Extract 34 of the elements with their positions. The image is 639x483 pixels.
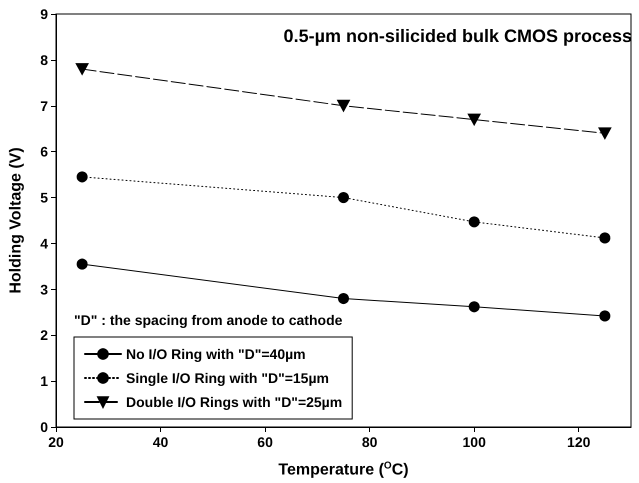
- x-tick-label: 60: [257, 434, 274, 450]
- y-tick-label: 5: [40, 190, 48, 206]
- y-tick-label: 1: [40, 373, 48, 390]
- point: [76, 171, 88, 182]
- y-tick-label: 0: [40, 419, 48, 435]
- y-tick-label: 7: [40, 98, 48, 114]
- legend-label: No I/O Ring with "D"=40µm: [126, 346, 306, 362]
- y-axis-title: Holding Voltage (V): [8, 147, 24, 294]
- x-tick-label: 120: [567, 434, 591, 450]
- y-tick-label: 4: [40, 235, 48, 252]
- x-tick-label: 40: [152, 434, 169, 450]
- y-tick-label: 6: [40, 144, 48, 160]
- point: [468, 301, 480, 312]
- point: [599, 232, 610, 244]
- text: 0.5-µm non-silicided bulk CMOS process: [284, 26, 632, 46]
- annotation: "D" : the spacing from anode to cathode: [74, 312, 343, 328]
- point: [338, 192, 349, 204]
- point: [598, 127, 612, 140]
- point: [468, 114, 481, 126]
- y-tick-label: 2: [40, 327, 48, 344]
- x-tick-label: 100: [462, 434, 486, 450]
- legend-label: Double I/O Rings with "D"=25µm: [126, 394, 342, 410]
- y-tick-label: 8: [40, 52, 48, 68]
- point: [337, 100, 350, 112]
- y-tick-label: 3: [40, 281, 48, 298]
- point: [468, 216, 480, 228]
- point: [76, 63, 89, 76]
- y-tick-label: 9: [40, 6, 48, 22]
- point: [599, 310, 610, 322]
- x-tick-label: 20: [48, 434, 64, 450]
- x-tick-label: 80: [362, 434, 378, 450]
- point: [76, 258, 88, 270]
- legend-label: Single I/O Ring with "D"=15µm: [126, 370, 329, 386]
- point: [338, 293, 349, 304]
